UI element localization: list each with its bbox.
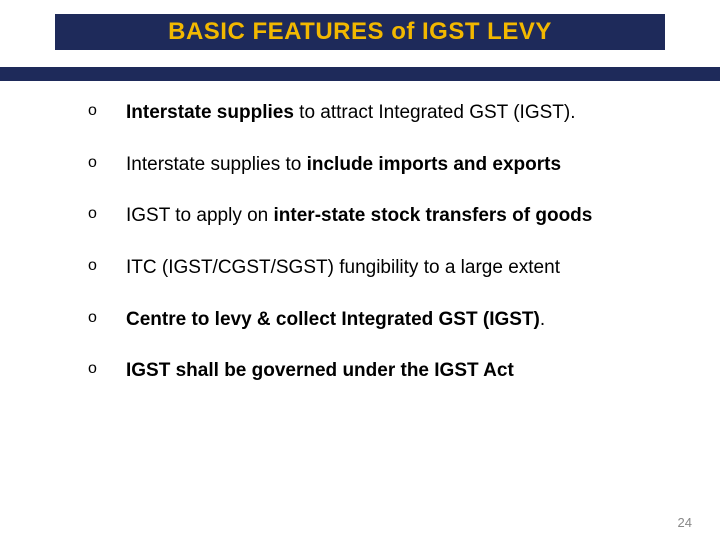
bullet-marker: o (88, 203, 126, 225)
list-item: o Centre to levy & collect Integrated GS… (88, 307, 648, 333)
title-bar: BASIC FEATURES of IGST LEVY (55, 14, 665, 50)
bullet-text: IGST to apply on inter-state stock trans… (126, 203, 648, 229)
list-item: o IGST to apply on inter-state stock tra… (88, 203, 648, 229)
list-item: o Interstate supplies to attract Integra… (88, 100, 648, 126)
bullet-text: Interstate supplies to include imports a… (126, 152, 648, 178)
bullet-text: Interstate supplies to attract Integrate… (126, 100, 648, 126)
bullet-marker: o (88, 358, 126, 380)
bullet-text: ITC (IGST/CGST/SGST) fungibility to a la… (126, 255, 648, 281)
bullet-marker: o (88, 100, 126, 122)
bullet-text: IGST shall be governed under the IGST Ac… (126, 358, 648, 384)
slide-title: BASIC FEATURES of IGST LEVY (168, 18, 552, 46)
list-item: o IGST shall be governed under the IGST … (88, 358, 648, 384)
bullet-text: Centre to levy & collect Integrated GST … (126, 307, 648, 333)
bullet-list: o Interstate supplies to attract Integra… (88, 100, 648, 410)
list-item: o Interstate supplies to include imports… (88, 152, 648, 178)
title-underline (0, 67, 720, 81)
bullet-marker: o (88, 255, 126, 277)
bullet-marker: o (88, 152, 126, 174)
bullet-marker: o (88, 307, 126, 329)
list-item: o ITC (IGST/CGST/SGST) fungibility to a … (88, 255, 648, 281)
page-number: 24 (678, 515, 692, 530)
